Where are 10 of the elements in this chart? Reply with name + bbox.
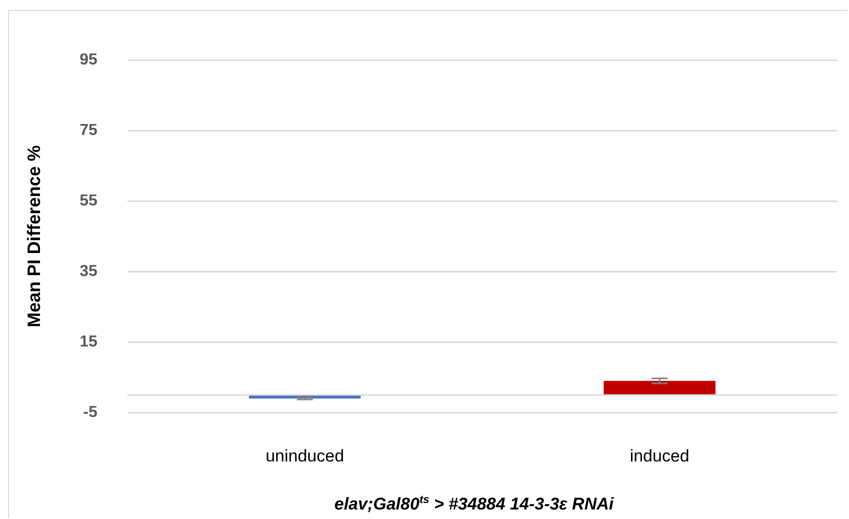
x-tick-label: uninduced	[266, 446, 344, 466]
y-tick-label: 55	[80, 192, 98, 210]
y-tick-label: 35	[80, 262, 98, 280]
y-tick-label: 95	[80, 51, 98, 68]
x-axis-title: elav;Gal80$^{ts}$ > #34884 14-3-3ε RNAi	[333, 494, 615, 515]
y-tick-label: 15	[80, 333, 98, 350]
x-tick-label: induced	[630, 446, 690, 466]
y-axis-title: Mean PI Difference %	[24, 145, 44, 328]
y-tick-label: -5	[83, 404, 98, 422]
y-tick-label: 75	[80, 122, 98, 139]
